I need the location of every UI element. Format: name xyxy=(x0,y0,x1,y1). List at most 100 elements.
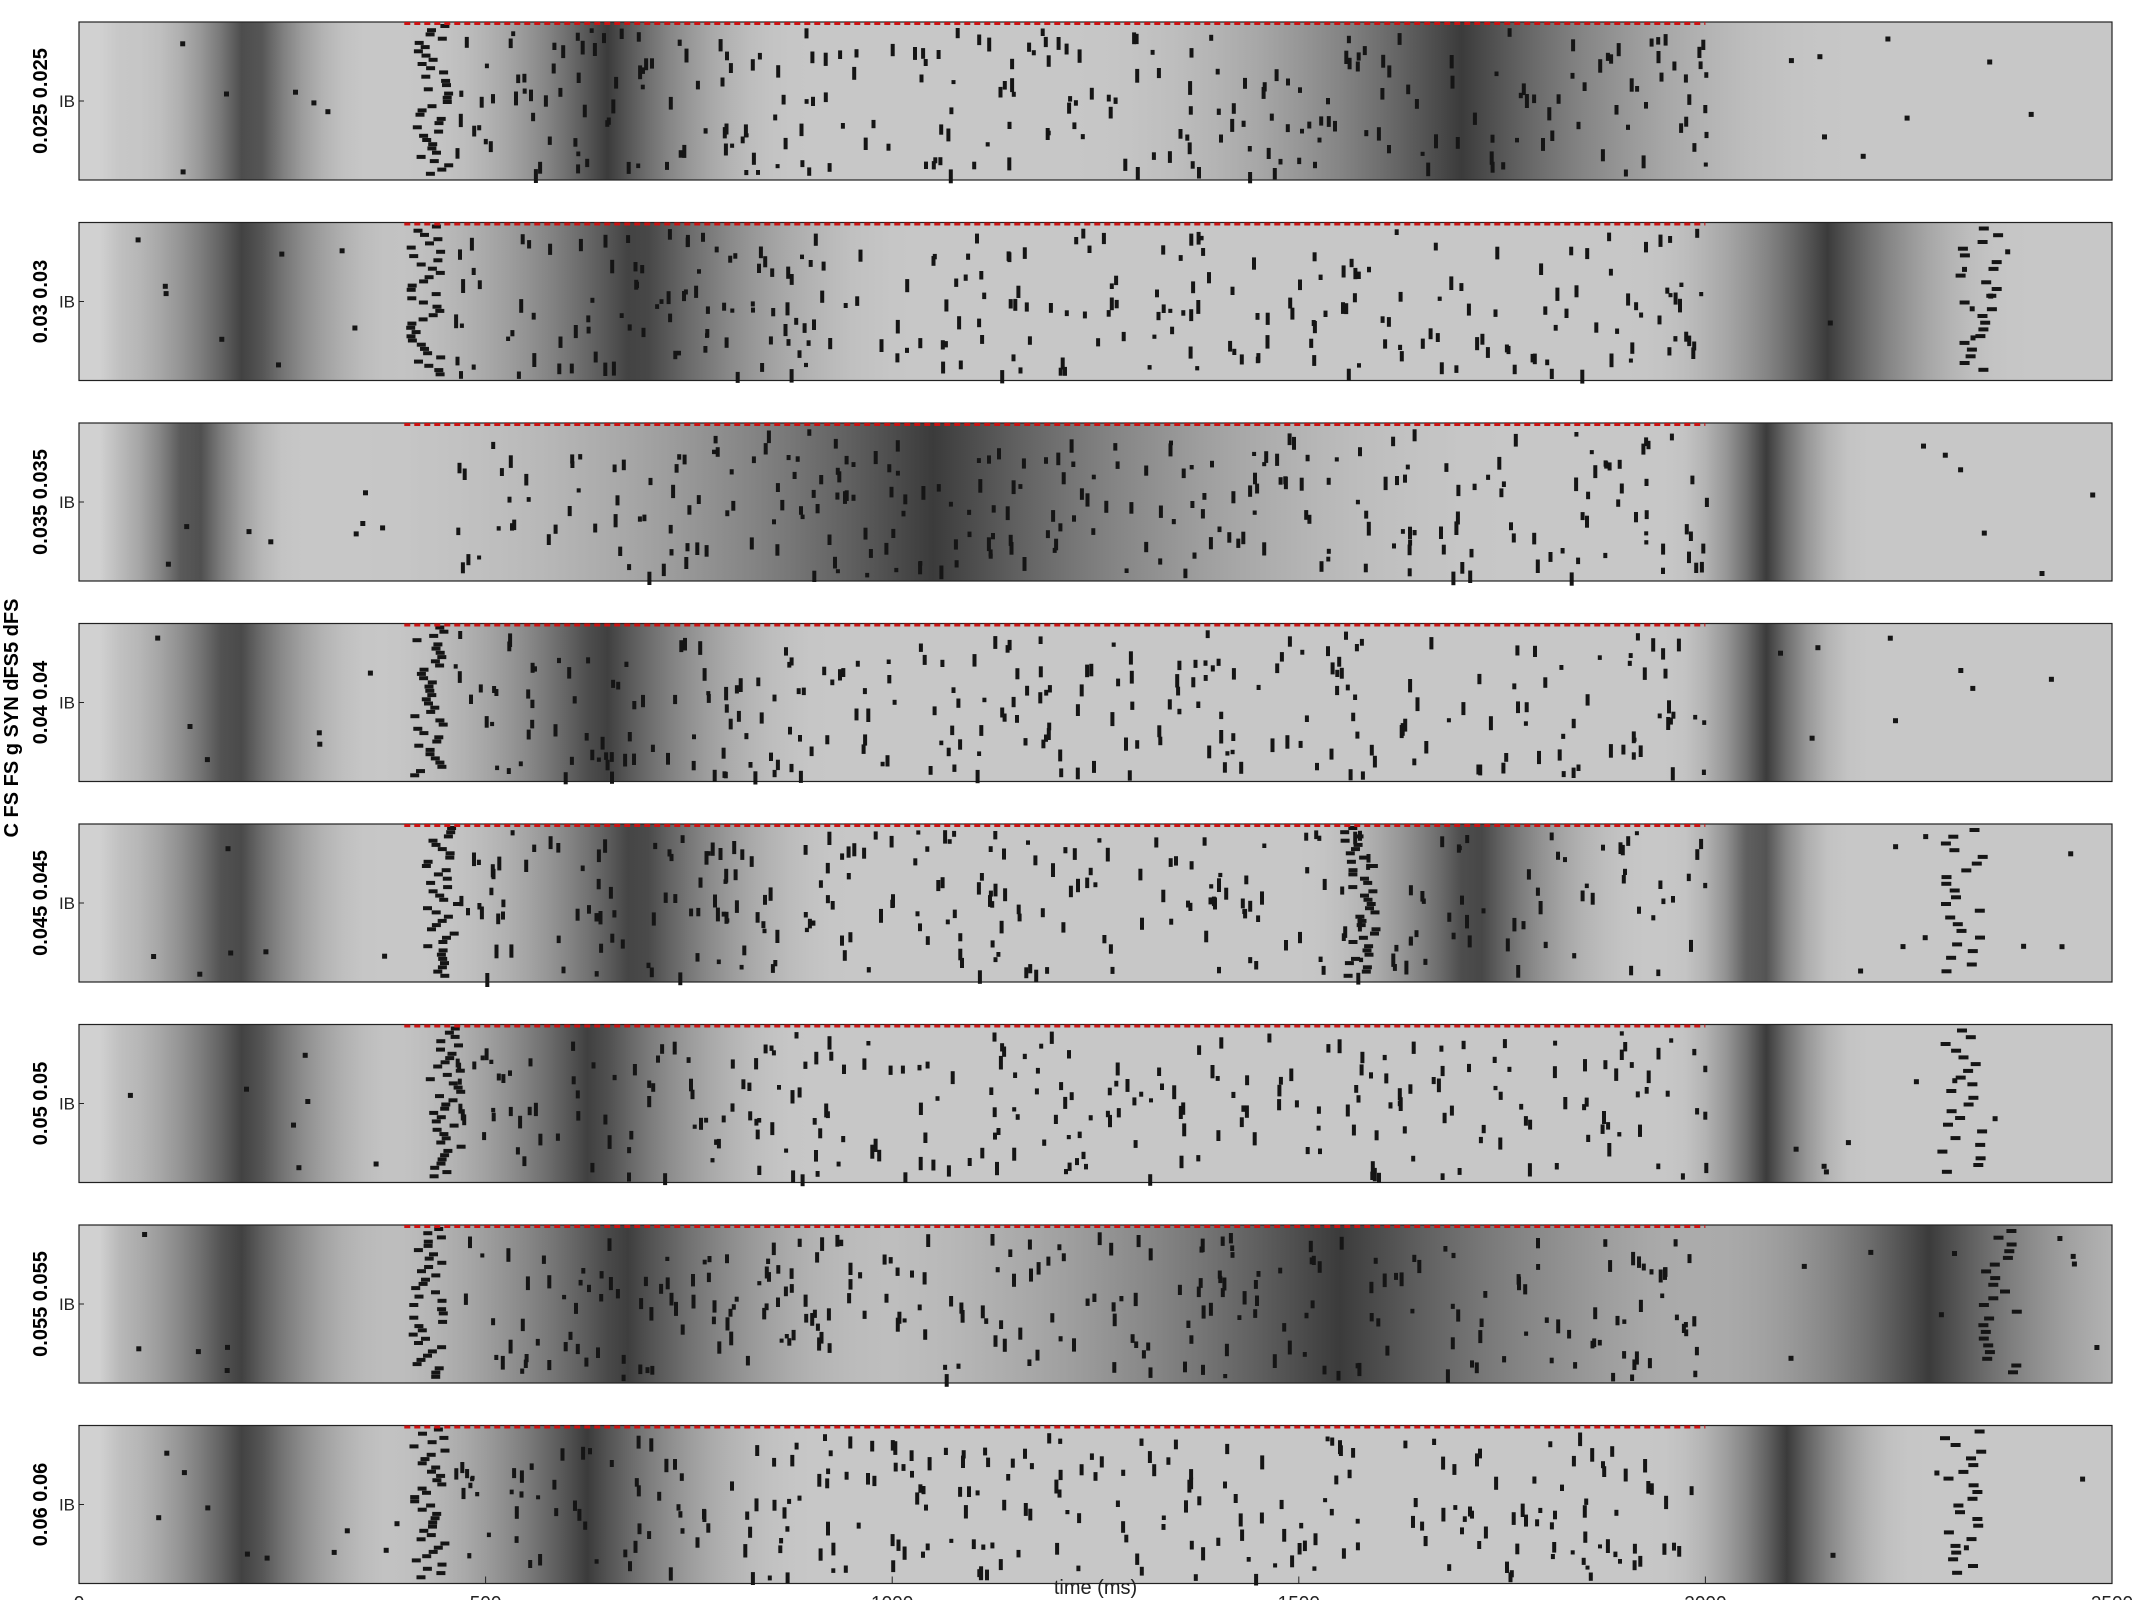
spike-mark xyxy=(842,1064,846,1074)
burst-spike xyxy=(439,70,449,75)
spike-mark xyxy=(1355,1363,1360,1369)
spike-mark xyxy=(797,350,802,358)
spike-mark xyxy=(276,362,281,368)
spike-mark xyxy=(556,843,561,853)
spike-mark xyxy=(1200,509,1205,519)
spike-mark xyxy=(533,1102,538,1117)
spike-mark xyxy=(789,1268,794,1279)
spike-mark xyxy=(1395,476,1399,486)
spike-mark xyxy=(861,744,866,754)
late-cluster-spike xyxy=(1986,307,1997,312)
spike-mark xyxy=(664,1458,669,1473)
spike-mark xyxy=(900,1065,905,1074)
spike-mark xyxy=(352,325,358,331)
spike-mark xyxy=(1216,108,1221,115)
spike-mark xyxy=(641,694,645,708)
spike-mark xyxy=(1161,304,1166,313)
spike-mark xyxy=(991,505,996,513)
spike-mark xyxy=(918,1156,923,1171)
spike-mark xyxy=(817,1473,822,1487)
spike-mark xyxy=(1495,246,1500,260)
spike-mark xyxy=(1589,450,1594,455)
spike-mark xyxy=(291,1122,296,1128)
spike-mark xyxy=(187,724,193,729)
spike-mark xyxy=(1097,1232,1102,1246)
spike-mark xyxy=(997,448,1001,460)
spike-mark xyxy=(1088,1115,1093,1121)
spike-mark xyxy=(1352,293,1357,303)
spike-mark xyxy=(772,769,777,778)
burst-spike xyxy=(432,1478,442,1483)
x-tick-label: 500 xyxy=(470,1594,502,1600)
spike-mark xyxy=(1034,969,1039,983)
spike-mark xyxy=(302,1052,308,1058)
burst-spike xyxy=(435,308,445,313)
late-cluster-spike xyxy=(1967,949,1978,954)
spike-mark xyxy=(1383,339,1388,349)
spike-mark xyxy=(1687,335,1692,347)
spike-mark xyxy=(1265,312,1270,325)
spike-mark xyxy=(1676,638,1681,652)
spike-mark xyxy=(787,661,792,668)
spike-mark xyxy=(763,256,768,268)
spike-mark xyxy=(461,279,466,293)
spike-mark xyxy=(1237,1315,1242,1320)
spike-mark xyxy=(848,1279,853,1290)
spike-mark xyxy=(1437,296,1442,301)
spike-mark xyxy=(383,1547,389,1553)
spike-mark xyxy=(1450,1337,1455,1350)
spike-mark xyxy=(626,161,631,174)
spike-mark xyxy=(848,1436,853,1449)
spike-mark xyxy=(1583,1059,1587,1072)
spike-mark xyxy=(1657,713,1662,719)
spike-mark xyxy=(1585,248,1590,260)
spike-mark xyxy=(575,1090,580,1099)
spike-mark xyxy=(1096,338,1101,347)
spike-mark xyxy=(574,1302,578,1314)
spike-mark xyxy=(721,911,726,917)
spike-mark xyxy=(814,1051,819,1065)
burst-spike xyxy=(1363,897,1373,902)
spike-mark xyxy=(1061,922,1066,933)
spike-mark xyxy=(2080,1476,2086,1482)
late-cluster-spike xyxy=(1958,1055,1969,1060)
spike-mark xyxy=(1027,1359,1032,1366)
burst-spike xyxy=(425,747,435,752)
spike-mark xyxy=(608,886,613,899)
spike-mark xyxy=(730,1059,735,1069)
spike-mark xyxy=(1093,1472,1098,1481)
spike-mark xyxy=(1969,306,1975,312)
spike-mark xyxy=(1201,1305,1206,1319)
burst-spike xyxy=(431,224,441,229)
spike-mark xyxy=(895,440,900,452)
spike-mark xyxy=(963,1505,968,1519)
spike-mark xyxy=(1616,499,1621,507)
panel-background xyxy=(78,622,2113,783)
spike-mark xyxy=(736,710,741,722)
spike-mark xyxy=(944,1374,949,1387)
spike-mark xyxy=(1614,1068,1619,1081)
spike-mark xyxy=(863,137,868,150)
spike-mark xyxy=(1623,169,1628,177)
spike-mark xyxy=(1600,149,1605,162)
spike-mark xyxy=(633,262,638,272)
spike-mark xyxy=(843,491,847,504)
spike-mark xyxy=(1179,1155,1184,1169)
spike-mark xyxy=(1318,956,1323,962)
spike-mark xyxy=(1211,896,1216,907)
spike-mark xyxy=(1316,1125,1321,1131)
spike-mark xyxy=(1057,1489,1062,1498)
spike-mark xyxy=(532,844,537,852)
spike-mark xyxy=(775,759,780,771)
spike-mark xyxy=(164,1450,170,1456)
spike-mark xyxy=(976,458,981,463)
spike-mark xyxy=(1638,1124,1642,1137)
spike-mark xyxy=(181,1470,187,1476)
spike-mark xyxy=(501,1074,506,1083)
spike-mark xyxy=(587,905,591,914)
spike-mark xyxy=(552,42,557,50)
spike-mark xyxy=(673,694,678,705)
spike-mark xyxy=(1289,1068,1294,1082)
spike-mark xyxy=(489,887,494,896)
spike-mark xyxy=(766,1258,771,1264)
